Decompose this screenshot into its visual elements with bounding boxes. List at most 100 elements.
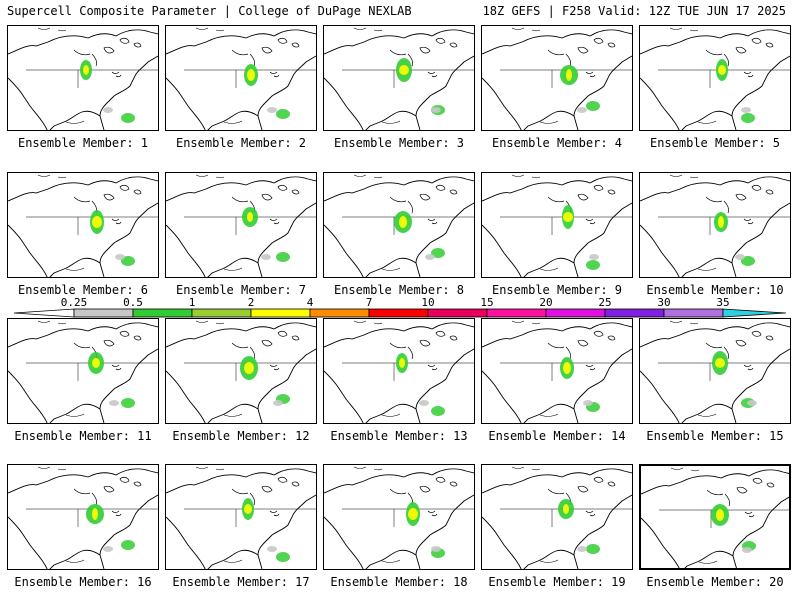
page-title: Supercell Composite Parameter | College … (7, 4, 412, 18)
scp-shading (240, 356, 290, 406)
north-america-map (8, 174, 158, 277)
member-label: Ensemble Member: 4 (491, 136, 623, 150)
member-label: Ensemble Member: 1 (17, 136, 149, 150)
member-label: Ensemble Member: 6 (17, 283, 149, 297)
north-america-map (166, 174, 316, 277)
north-america-map (8, 27, 158, 130)
colorbar-tick-label: 1 (189, 296, 196, 309)
run-info: 18Z GEFS | F258 Valid: 12Z TUE JUN 17 20… (482, 4, 786, 18)
scp-shading (558, 499, 600, 554)
north-america-map (324, 27, 474, 130)
colorbar-above-arrow (722, 308, 787, 318)
north-america-map (166, 466, 316, 569)
north-america-map (482, 466, 632, 569)
colorbar-tick-label: 10 (421, 296, 434, 309)
map-panel[interactable] (7, 318, 159, 424)
north-america-map (166, 27, 316, 130)
member-label: Ensemble Member: 11 (14, 429, 152, 443)
scp-shading (88, 352, 135, 408)
colorbar-tick-label: 25 (598, 296, 611, 309)
colorbar-segment (663, 308, 724, 318)
member-label: Ensemble Member: 7 (175, 283, 307, 297)
colorbar-tick-label: 7 (366, 296, 373, 309)
colorbar-segment (309, 308, 370, 318)
north-america-map (641, 467, 789, 568)
member-label: Ensemble Member: 8 (333, 283, 465, 297)
colorbar-tick-label: 20 (539, 296, 552, 309)
scp-shading (712, 351, 757, 408)
member-label: Ensemble Member: 13 (330, 429, 468, 443)
member-label: Ensemble Member: 19 (488, 575, 626, 589)
north-america-map (8, 320, 158, 423)
north-america-map (8, 466, 158, 569)
map-panel[interactable] (481, 172, 633, 278)
scp-shading (396, 58, 445, 115)
colorbar-tick-label: 15 (480, 296, 493, 309)
map-panel[interactable] (639, 25, 791, 131)
member-label: Ensemble Member: 15 (646, 429, 784, 443)
colorbar-segment (73, 308, 134, 318)
scp-shading (242, 207, 290, 262)
colorbar-segment (250, 308, 311, 318)
colorbar-tick-label: 4 (307, 296, 314, 309)
colorbar-segment (427, 308, 488, 318)
map-panel[interactable] (639, 318, 791, 424)
scp-shading (714, 212, 755, 266)
scp-shading (711, 504, 756, 553)
map-panel[interactable] (639, 464, 791, 570)
colorbar-segment (191, 308, 252, 318)
member-label: Ensemble Member: 2 (175, 136, 307, 150)
colorbar-tick-label: 2 (248, 296, 255, 309)
map-panel[interactable] (165, 25, 317, 131)
colorbar-segment (132, 308, 193, 318)
map-panel[interactable] (7, 464, 159, 570)
colorbar-tick-label: 30 (657, 296, 670, 309)
north-america-map (324, 174, 474, 277)
map-panel[interactable] (481, 318, 633, 424)
north-america-map (482, 27, 632, 130)
colorbar-segment (486, 308, 547, 318)
north-america-map (324, 320, 474, 423)
scp-shading (394, 211, 445, 260)
member-label: Ensemble Member: 16 (14, 575, 152, 589)
map-panel[interactable] (165, 318, 317, 424)
north-america-map (482, 320, 632, 423)
map-panel[interactable] (481, 464, 633, 570)
north-america-map (640, 320, 790, 423)
member-label: Ensemble Member: 10 (646, 283, 784, 297)
scp-shading (86, 504, 135, 552)
north-america-map (166, 320, 316, 423)
scp-shading (80, 60, 135, 123)
north-america-map (640, 174, 790, 277)
north-america-map (482, 174, 632, 277)
scp-shading (396, 353, 445, 416)
scp-shading (560, 357, 600, 412)
colorbar-tick-label: 35 (716, 296, 729, 309)
map-panel[interactable] (323, 318, 475, 424)
scp-shading (244, 64, 290, 119)
scp-shading (90, 210, 135, 266)
colorbar-segment (545, 308, 606, 318)
member-label: Ensemble Member: 17 (172, 575, 310, 589)
scp-shading (716, 59, 755, 123)
member-label: Ensemble Member: 18 (330, 575, 468, 589)
scp-shading (406, 502, 445, 558)
colorbar-segment (368, 308, 429, 318)
member-label: Ensemble Member: 5 (649, 136, 781, 150)
map-panel[interactable] (639, 172, 791, 278)
member-label: Ensemble Member: 3 (333, 136, 465, 150)
map-panel[interactable] (481, 25, 633, 131)
map-panel[interactable] (323, 464, 475, 570)
scp-shading (242, 498, 290, 562)
north-america-map (640, 27, 790, 130)
color-scale-bar: 0.25 0.5 1 2 4 7 10 15 20 25 30 35 (13, 296, 787, 318)
scp-shading (562, 205, 600, 270)
map-panel[interactable] (323, 172, 475, 278)
member-label: Ensemble Member: 12 (172, 429, 310, 443)
map-panel[interactable] (323, 25, 475, 131)
map-panel[interactable] (7, 25, 159, 131)
map-panel[interactable] (165, 172, 317, 278)
map-panel[interactable] (7, 172, 159, 278)
map-panel[interactable] (165, 464, 317, 570)
member-label: Ensemble Member: 9 (491, 283, 623, 297)
